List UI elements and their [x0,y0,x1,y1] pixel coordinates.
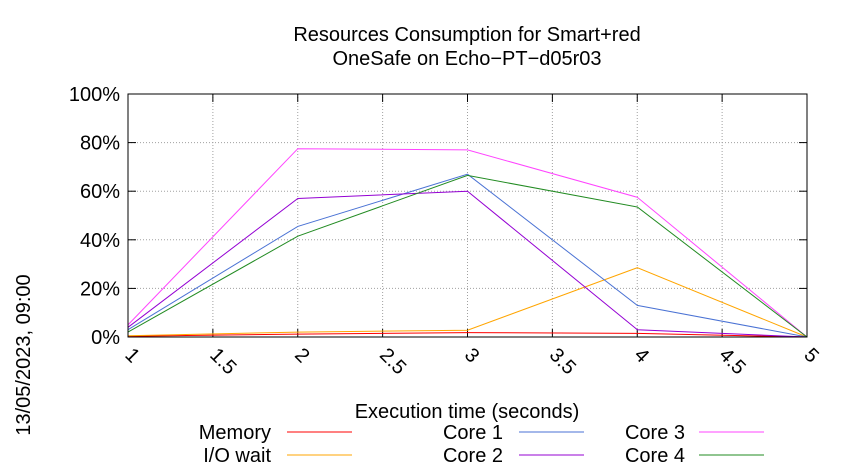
grid-lines [128,94,807,337]
x-tick-label: 3 [460,344,483,367]
legend-label: Core 3 [625,422,685,444]
x-tick-label: 5 [799,344,822,367]
y-tick-label: 0% [91,327,120,349]
series-line-core-2 [127,190,808,338]
legend-label: Core 1 [443,422,503,444]
chart-title-line-2: OneSafe on Echo−PT−d05r03 [332,48,601,70]
legend-label: Core 2 [443,445,503,467]
chart-title: Resources Consumption for Smart+red OneS… [293,24,640,70]
series-line-i-o-wait [127,267,808,338]
y-tick-label: 60% [80,181,120,203]
x-tick-label: 3.5 [545,344,580,379]
y-tick-label: 40% [80,230,120,252]
series-line-core-4 [127,174,808,338]
x-tick-label: 4.5 [715,344,750,379]
y-tick-label: 20% [80,278,120,300]
legend-label: I/O wait [203,445,271,467]
x-tick-label: 4 [630,344,653,367]
series-line-memory [127,332,808,338]
series-line-core-1 [127,173,808,338]
series-lines [127,148,808,338]
chart-title-line-1: Resources Consumption for Smart+red [293,24,640,46]
y-tick-label: 100% [69,84,120,106]
y-axis-ticks: 0% 20% 40% 60% 80% 100% [69,84,807,349]
legend-label: Memory [199,422,271,444]
y-tick-label: 80% [80,133,120,155]
x-tick-label: 2 [290,344,313,367]
legend-label: Core 4 [625,445,685,467]
x-tick-label: 2.5 [375,344,410,379]
x-axis-ticks: 1 1.5 2 2.5 3 3.5 4 4.5 5 [120,94,823,379]
x-axis-label: Execution time (seconds) [355,401,580,423]
plot-frame [127,93,808,338]
timestamp-label: 13/05/2023, 09:00 [13,274,35,435]
x-tick-label: 1.5 [205,344,240,379]
series-line-core-3 [127,148,808,338]
x-tick-label: 1 [120,344,143,367]
